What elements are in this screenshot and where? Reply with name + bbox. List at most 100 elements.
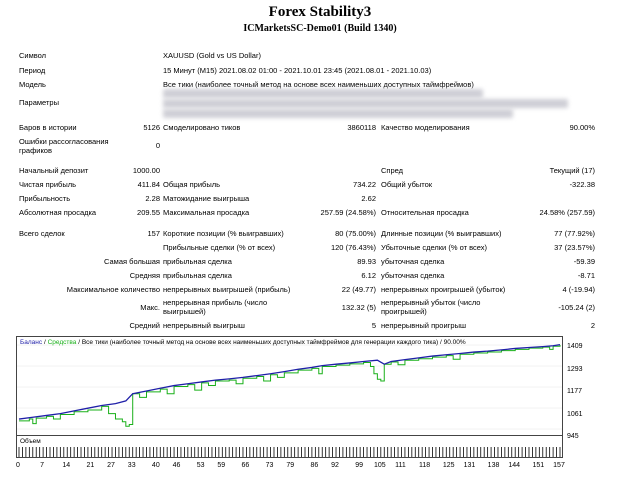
chart-legend: Баланс / Средства / Все тики (наиболее т… bbox=[20, 339, 466, 346]
x-tick-label: 151 bbox=[532, 462, 545, 469]
average-profit-label: прибыльная сделка bbox=[163, 271, 232, 280]
bars-label: Баров в истории bbox=[19, 123, 77, 132]
x-tick-label: 99 bbox=[355, 462, 364, 469]
rel-drawdown-label: Относительная просадка bbox=[381, 208, 469, 217]
model-label: Модель bbox=[19, 80, 46, 89]
equity-line bbox=[19, 345, 561, 427]
y-tick-4: 945 bbox=[567, 433, 579, 440]
legend-rest: Все тики (наиболее точный метод на основ… bbox=[81, 339, 466, 346]
parameters-redacted-3 bbox=[163, 109, 513, 118]
x-tick-label: 118 bbox=[419, 462, 431, 469]
volume-chart-svg bbox=[18, 447, 561, 457]
max-drawdown-value: 257.59 (24.58%) bbox=[320, 208, 376, 217]
max-loss-value: -105.24 (2) bbox=[558, 303, 595, 312]
abs-drawdown-label: Абсолютная просадка bbox=[19, 208, 97, 217]
period-value: 15 Минут (M15) 2021.08.02 01:00 - 2021.1… bbox=[163, 66, 432, 75]
errors-label: Ошибки рассогласования графиков bbox=[19, 137, 109, 155]
x-tick-label: 125 bbox=[442, 462, 455, 469]
quality-value: 90.00% bbox=[569, 123, 595, 132]
short-positions-value: 80 (75.00%) bbox=[335, 229, 376, 238]
parameters-redacted-2 bbox=[163, 99, 568, 108]
y-tick-2: 1177 bbox=[567, 388, 583, 395]
average-loss-value: -8.71 bbox=[577, 271, 595, 280]
loss-trades-label: Убыточные сделки (% от всех) bbox=[381, 243, 487, 252]
profit-trades-value: 120 (76.43%) bbox=[330, 243, 376, 252]
max-profit-value: 132.32 (5) bbox=[341, 303, 376, 312]
largest-profit-value: 89.93 bbox=[357, 257, 376, 266]
x-tick-label: 46 bbox=[172, 462, 181, 469]
max-label: Макс. bbox=[140, 303, 160, 312]
legend-equity: Средства bbox=[47, 339, 77, 346]
x-tick-label: 131 bbox=[463, 462, 476, 469]
report-title: Forex Stability3 bbox=[268, 4, 372, 20]
largest-label: Самая большая bbox=[104, 257, 160, 266]
x-tick-label: 79 bbox=[286, 462, 295, 469]
max-profit-label: непрерывная прибыль (число выигрышей) bbox=[163, 298, 268, 316]
gross-loss-label: Общий убыток bbox=[381, 180, 433, 189]
largest-loss-label: убыточная сделка bbox=[381, 257, 445, 266]
y-tick-0: 1409 bbox=[567, 343, 583, 350]
errors-value: 0 bbox=[155, 141, 160, 150]
max-drawdown-label: Максимальная просадка bbox=[163, 208, 250, 217]
avg-losses-value: 2 bbox=[590, 321, 595, 330]
x-tick-label: 59 bbox=[217, 462, 226, 469]
balance-chart-svg bbox=[17, 343, 562, 430]
long-positions-label: Длинные позиции (% выигравших) bbox=[381, 229, 502, 238]
x-tick-label: 21 bbox=[86, 462, 95, 469]
parameters-label: Параметры bbox=[19, 98, 59, 107]
legend-balance: Баланс bbox=[20, 339, 43, 346]
balance-line bbox=[18, 343, 561, 420]
y-tick-3: 1061 bbox=[567, 411, 583, 418]
x-tick-label: 7 bbox=[40, 462, 45, 469]
profit-trades-label: Прибыльные сделки (% от всех) bbox=[163, 243, 276, 252]
balance-chart: Баланс / Средства / Все тики (наиболее т… bbox=[16, 336, 563, 436]
bars-value: 5126 bbox=[143, 123, 160, 132]
avg-wins-value: 5 bbox=[371, 321, 376, 330]
x-tick-label: 0 bbox=[16, 462, 20, 469]
largest-loss-value: -59.39 bbox=[573, 257, 595, 266]
expected-payoff-label: Матожидание выигрыша bbox=[163, 194, 250, 203]
x-tick-label: 86 bbox=[310, 462, 319, 469]
report-subtitle: ICMarketsSC-Demo01 (Build 1340) bbox=[243, 23, 397, 34]
x-tick-label: 53 bbox=[196, 462, 205, 469]
short-positions-label: Короткие позиции (% выигравших) bbox=[163, 229, 284, 238]
max-losses-label: непрерывных проигрышей (убыток) bbox=[381, 285, 506, 294]
net-profit-label: Чистая прибыль bbox=[19, 180, 76, 189]
avg-label: Средний bbox=[129, 321, 161, 330]
model-value: Все тики (наиболее точный метод на основ… bbox=[163, 80, 474, 89]
symbol-value: XAUUSD (Gold vs US Dollar) bbox=[163, 51, 261, 60]
x-tick-label: 144 bbox=[508, 462, 521, 469]
deposit-label: Начальный депозит bbox=[19, 166, 89, 175]
rel-drawdown-value: 24.58% (257.59) bbox=[539, 208, 595, 217]
average-label: Средняя bbox=[129, 271, 160, 280]
period-label: Период bbox=[19, 66, 46, 75]
x-tick-label: 66 bbox=[241, 462, 250, 469]
x-tick-label: 138 bbox=[487, 462, 500, 469]
x-tick-label: 40 bbox=[151, 462, 160, 469]
x-tick-label: 92 bbox=[331, 462, 339, 469]
spread-label: Спред bbox=[381, 166, 404, 175]
x-tick-label: 27 bbox=[107, 462, 115, 469]
max-wins-value: 22 (49.77) bbox=[341, 285, 376, 294]
long-positions-value: 77 (77.92%) bbox=[554, 229, 595, 238]
legend-sep-1: / bbox=[43, 339, 48, 346]
avg-wins-label: непрерывный выигрыш bbox=[163, 321, 245, 330]
loss-trades-value: 37 (23.57%) bbox=[554, 243, 595, 252]
largest-profit-label: прибыльная сделка bbox=[163, 257, 232, 266]
max-count-label: Максимальное количество bbox=[66, 285, 160, 294]
x-tick-label: 157 bbox=[553, 462, 565, 469]
total-trades-label: Всего сделок bbox=[19, 229, 65, 238]
profit-factor-label: Прибыльность bbox=[19, 194, 71, 203]
gross-profit-label: Общая прибыль bbox=[163, 180, 221, 189]
max-losses-value: 4 (-19.94) bbox=[562, 285, 595, 294]
quality-label: Качество моделирования bbox=[381, 123, 470, 132]
x-tick-label: 111 bbox=[395, 462, 406, 469]
abs-drawdown-value: 209.55 bbox=[137, 208, 160, 217]
deposit-value: 1000.00 bbox=[132, 166, 160, 175]
legend-sep-2: / bbox=[78, 339, 82, 346]
volume-label: Объем bbox=[20, 438, 41, 445]
symbol-label: Символ bbox=[19, 51, 47, 60]
gross-loss-value: -322.38 bbox=[569, 180, 595, 189]
x-tick-label: 33 bbox=[127, 462, 136, 469]
ticks-value: 3860118 bbox=[347, 123, 376, 132]
